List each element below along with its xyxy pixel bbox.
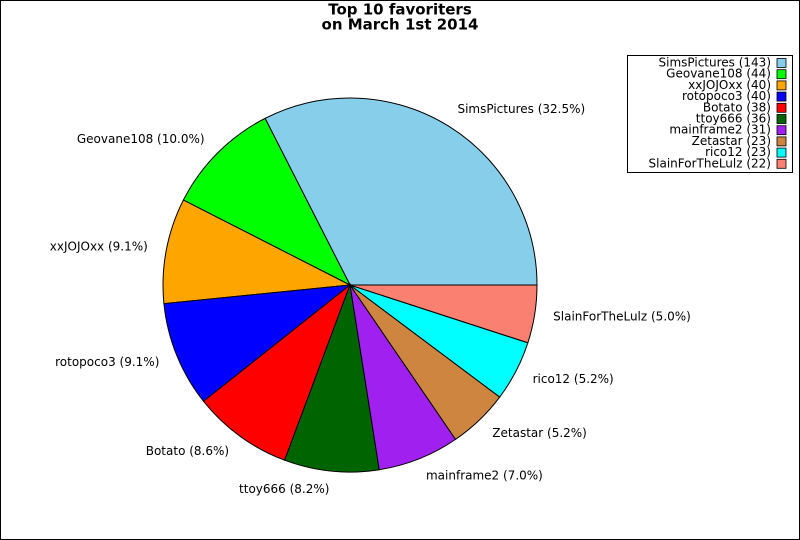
legend-swatch xyxy=(776,80,787,91)
slice-label: rotopoco3 (9.1%) xyxy=(55,355,159,369)
legend-swatch xyxy=(776,91,787,102)
legend-label: rico12 (23) xyxy=(705,145,771,159)
legend-label: Geovane108 (44) xyxy=(666,67,771,81)
slice-label: mainframe2 (7.0%) xyxy=(426,469,543,483)
legend-swatch xyxy=(776,58,787,68)
slice-label: ttoy666 (8.2%) xyxy=(239,482,329,496)
legend-label: mainframe2 (31) xyxy=(669,123,771,137)
legend-swatch xyxy=(776,114,787,124)
pie-slice xyxy=(349,284,538,344)
legend-label: rotopoco3 (40) xyxy=(682,89,771,103)
legend-box xyxy=(627,55,793,173)
slice-label: rico12 (5.2%) xyxy=(533,372,614,386)
slice-label: Geovane108 (10.0%) xyxy=(77,132,205,146)
slice-label: SimsPictures (32.5%) xyxy=(457,102,585,116)
legend-label: SimsPictures (143) xyxy=(659,56,772,70)
slice-label: xxJOJOxx (9.1%) xyxy=(50,240,148,254)
legend-swatch xyxy=(776,102,787,113)
legend-label: Botato (38) xyxy=(703,100,771,114)
legend-swatch xyxy=(776,136,787,147)
slice-label: Zetastar (5.2%) xyxy=(492,426,587,440)
legend-swatch xyxy=(776,147,787,158)
chart-title: Top 10 favoriters xyxy=(328,1,472,19)
legend-swatch xyxy=(776,69,787,80)
legend-label: Zetastar (23) xyxy=(692,134,771,148)
slice-label: Botato (8.6%) xyxy=(146,444,229,458)
pie-slice xyxy=(162,199,352,305)
chart-subtitle: on March 1st 2014 xyxy=(322,16,479,34)
pie-slice xyxy=(182,117,352,287)
pie-slice xyxy=(264,97,538,286)
pie-slice xyxy=(284,283,380,473)
legend-swatch xyxy=(776,125,787,136)
pie-slice xyxy=(163,284,352,402)
legend-label: SlainForTheLulz (22) xyxy=(649,156,771,170)
legend-label: xxJOJOxx (40) xyxy=(688,78,771,92)
slice-label: SlainForTheLulz (5.0%) xyxy=(553,310,691,324)
legend-label: ttoy666 (36) xyxy=(696,112,771,126)
pie-slice xyxy=(202,283,352,461)
legend-swatch xyxy=(776,158,787,169)
